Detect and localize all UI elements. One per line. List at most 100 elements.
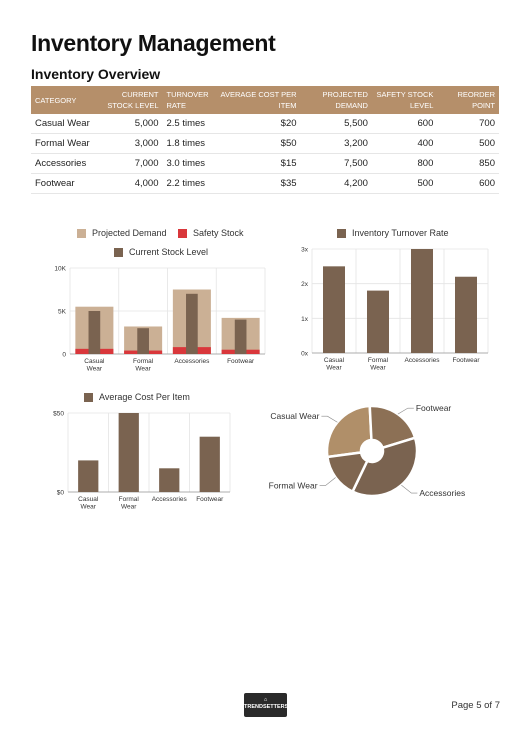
- legend-label: Safety Stock: [193, 228, 244, 238]
- page-number: Page 5 of 7: [451, 700, 500, 711]
- x-tick-label: Formal Wear: [368, 357, 389, 372]
- cell-projected-demand: 5,500: [300, 114, 372, 134]
- average-cost-chart: $0 $50 Casual Wear Formal Wear Accessories Foot…: [53, 411, 231, 511]
- y-tick-label: 2x: [301, 281, 309, 288]
- legend-label: Projected Demand: [92, 228, 167, 238]
- legend-turnover-rate: Inventory Turnover Rate: [337, 228, 449, 238]
- bar: [455, 276, 477, 353]
- x-tick-label: Casual Wear: [84, 358, 105, 373]
- x-tick-label: Casual Wear: [78, 496, 99, 511]
- cell-safety-stock: 400: [371, 133, 438, 154]
- table-row: Casual Wear 5,000 2.5 times $20 5,500 60…: [31, 114, 499, 134]
- cell-current-stock: 4,000: [96, 173, 163, 194]
- pie-label: Casual Wear: [270, 411, 319, 421]
- y-tick-label: 0x: [301, 351, 309, 358]
- cell-projected-demand: 4,200: [300, 173, 372, 194]
- pie-slice: [325, 451, 369, 494]
- y-tick-label: $50: [53, 411, 64, 418]
- header-current-stock: CURRENT STOCK LEVEL: [96, 86, 163, 114]
- bar-current-stock: [186, 293, 198, 354]
- cell-average-cost: $15: [216, 153, 301, 174]
- y-tick-label: 0: [62, 352, 66, 359]
- x-tick-label: Accessories: [404, 357, 440, 364]
- legend-current-stock: Current Stock Level: [114, 247, 208, 257]
- pie-leader-line: [321, 415, 338, 423]
- pie-leader-line: [397, 407, 414, 415]
- cell-safety-stock: 800: [371, 153, 438, 174]
- cell-turnover: 3.0 times: [162, 153, 217, 174]
- cell-reorder-point: 850: [437, 153, 499, 174]
- legend-label: Inventory Turnover Rate: [352, 228, 449, 238]
- pie-leader-line: [401, 484, 418, 494]
- bar-current-stock: [137, 328, 149, 354]
- legend-swatch: [337, 228, 346, 238]
- cell-category: Formal Wear: [31, 133, 97, 154]
- header-average-cost: AVERAGE COST PER ITEM: [216, 86, 301, 114]
- x-tick-label: Footwear: [227, 358, 255, 365]
- hanger-icon: ⌂: [263, 697, 268, 703]
- trendsetters-logo: ⌂ TRENDSETTERS: [244, 693, 289, 717]
- bar-current-stock: [234, 319, 247, 354]
- section-title: Inventory Overview: [31, 66, 161, 82]
- cell-projected-demand: 3,200: [300, 133, 372, 154]
- table-row: Accessories 7,000 3.0 times $15 7,500 80…: [31, 153, 499, 174]
- pie-label: Footwear: [416, 403, 452, 413]
- header-reorder-point: REORDER POINT: [437, 86, 499, 114]
- cell-average-cost: $20: [216, 114, 301, 134]
- legend-safety-stock: Safety Stock: [178, 228, 244, 238]
- cell-category: Accessories: [31, 153, 97, 174]
- stock-levels-chart: 0 5K 10K Casual Wear Formal Wear Accessories Foo…: [54, 266, 266, 373]
- legend-projected-demand: Projected Demand: [77, 228, 167, 238]
- cell-turnover: 2.5 times: [162, 114, 217, 134]
- header-category: CATEGORY: [31, 86, 97, 114]
- legend-average-cost: Average Cost Per Item: [84, 392, 190, 402]
- header-projected-demand: PROJECTED DEMAND: [300, 86, 372, 114]
- legend-swatch: [178, 228, 187, 238]
- y-tick-label: 10K: [54, 266, 66, 273]
- legend-swatch: [84, 392, 93, 402]
- y-tick-label: 5K: [58, 309, 67, 316]
- y-tick-label: $0: [57, 490, 65, 497]
- table-row: Footwear 4,000 2.2 times $35 4,200 500 6…: [31, 173, 499, 194]
- y-tick-label: 1x: [301, 316, 309, 323]
- bar: [367, 290, 389, 353]
- legend-swatch: [114, 247, 123, 257]
- cell-projected-demand: 7,500: [300, 153, 372, 174]
- cell-average-cost: $35: [216, 173, 301, 194]
- bar-current-stock: [88, 311, 101, 354]
- cell-average-cost: $50: [216, 133, 301, 154]
- header-safety-stock: SAFETY STOCK LEVEL: [371, 86, 438, 114]
- logo-text: TRENDSETTERS: [244, 704, 289, 710]
- cell-turnover: 2.2 times: [162, 173, 217, 194]
- pie-slice: [325, 404, 373, 459]
- legend-swatch: [77, 228, 86, 238]
- x-tick-label: Formal Wear: [119, 496, 140, 511]
- turnover-rate-chart: 0x 1x 2x 3x Casual Wear Formal Wear Accessories F…: [301, 247, 489, 372]
- x-tick-label: Casual Wear: [324, 357, 345, 372]
- pie-leader-line: [319, 477, 336, 486]
- x-tick-label: Accessories: [152, 496, 188, 503]
- cell-category: Casual Wear: [31, 114, 97, 134]
- legend-label: Current Stock Level: [129, 247, 209, 257]
- bar: [118, 413, 139, 492]
- x-tick-label: Formal Wear: [133, 358, 154, 373]
- bar: [323, 266, 345, 353]
- cell-category: Footwear: [31, 173, 97, 194]
- x-tick-label: Accessories: [174, 358, 210, 365]
- cell-safety-stock: 500: [371, 173, 438, 194]
- cell-reorder-point: 500: [437, 133, 499, 154]
- stock-share-donut-chart: Casual Wear Footwear Accessories Formal Wea…: [269, 403, 466, 498]
- header-turnover-rate: TURNOVER RATE: [162, 86, 217, 114]
- y-tick-label: 3x: [301, 247, 309, 254]
- x-tick-label: Footwear: [196, 496, 224, 503]
- cell-reorder-point: 700: [437, 114, 499, 134]
- inventory-table: CATEGORY CURRENT STOCK LEVEL TURNOVER RA…: [31, 86, 499, 194]
- page-title: Inventory Management: [31, 30, 276, 56]
- x-tick-label: Footwear: [452, 357, 480, 364]
- cell-turnover: 1.8 times: [162, 133, 217, 154]
- bar: [199, 436, 220, 492]
- cell-current-stock: 5,000: [96, 114, 163, 134]
- bar: [159, 468, 180, 492]
- cell-current-stock: 3,000: [96, 133, 163, 154]
- pie-slice: [368, 404, 417, 450]
